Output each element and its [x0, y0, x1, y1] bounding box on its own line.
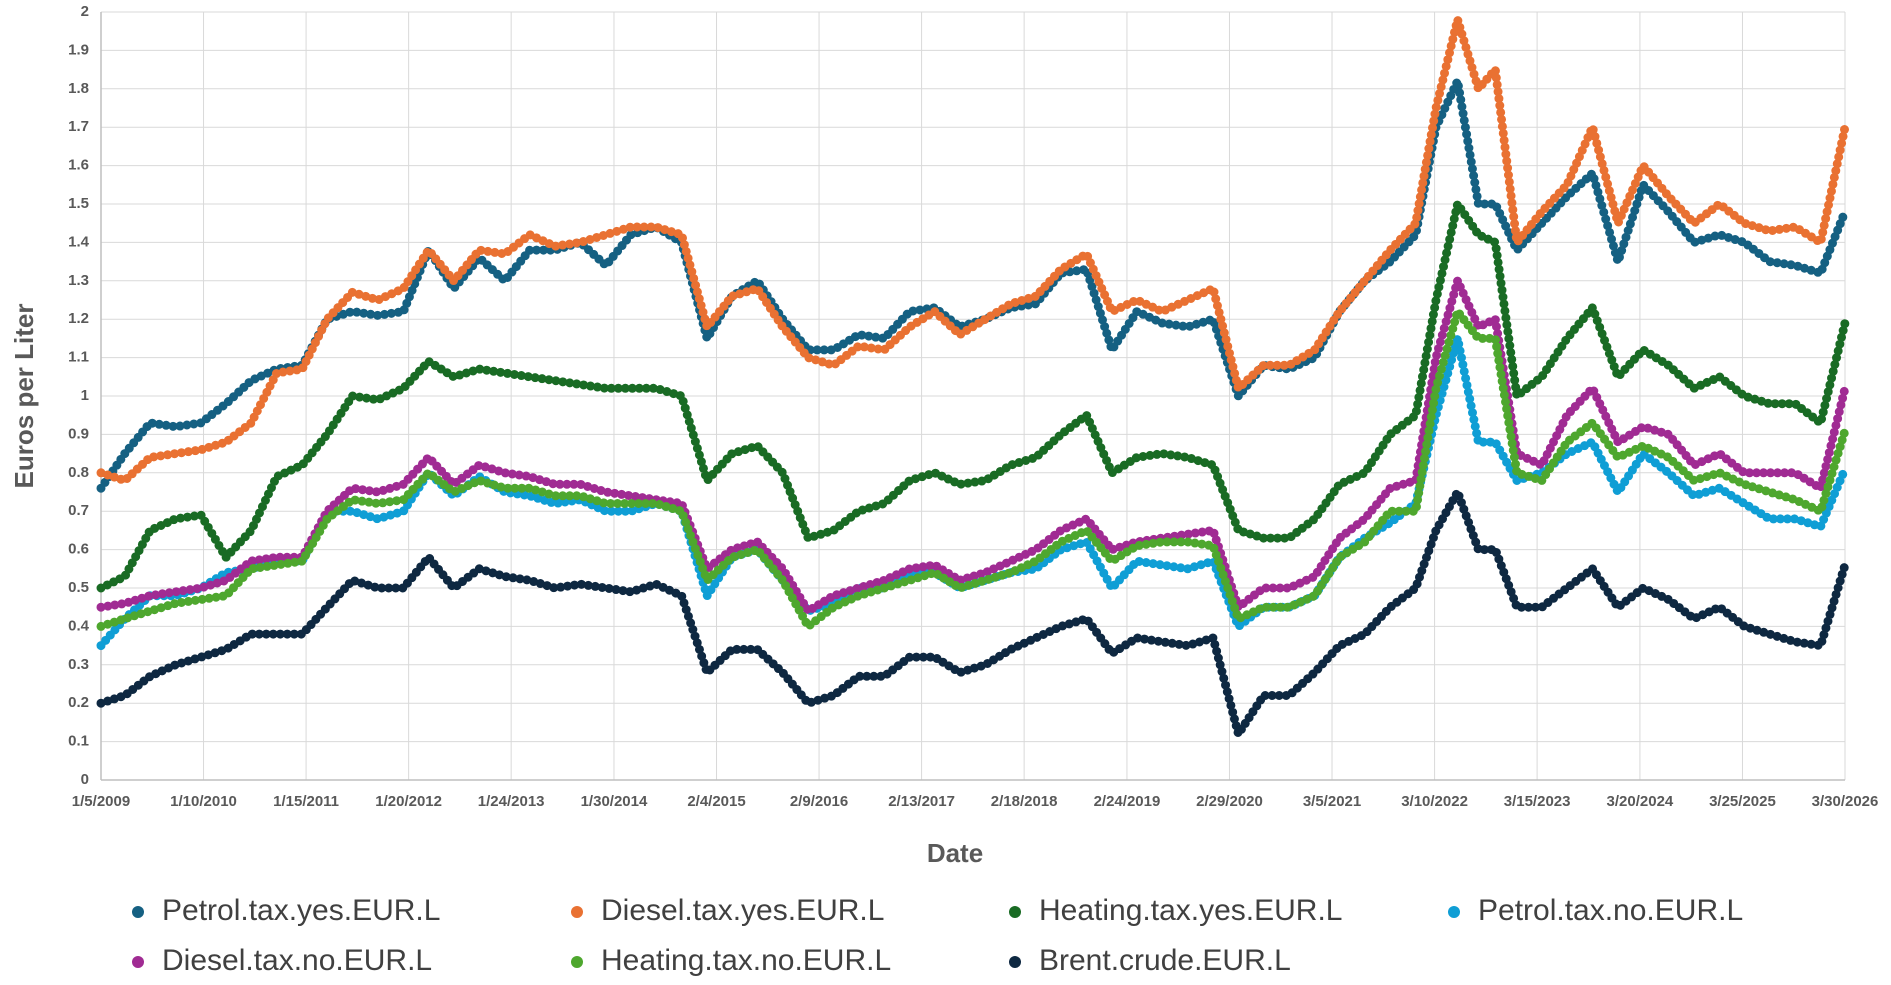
y-tick-label: 0.9 — [68, 425, 89, 442]
legend-label: Brent.crude.EUR.L — [1039, 944, 1291, 977]
y-tick-label: 1 — [81, 387, 89, 404]
y-tick-label: 0.8 — [68, 464, 89, 481]
y-tick-label: 1.2 — [68, 310, 89, 327]
y-axis-title: Euros per Liter — [9, 304, 39, 489]
x-tick-label: 3/30/2026 — [1812, 793, 1879, 810]
x-tick-label: 1/24/2013 — [478, 793, 545, 810]
legend-marker — [571, 956, 583, 968]
y-tick-label: 0.1 — [68, 733, 89, 750]
legend-marker — [1009, 956, 1021, 968]
y-tick-label: 1.9 — [68, 41, 89, 58]
y-tick-label: 0.6 — [68, 541, 89, 558]
y-tick-label: 2 — [81, 3, 89, 20]
legend-marker — [571, 906, 583, 918]
x-tick-label: 2/4/2015 — [687, 793, 745, 810]
series-dots — [96, 307, 1850, 631]
legend-marker — [132, 956, 144, 968]
x-tick-label: 3/10/2022 — [1401, 793, 1468, 810]
y-tick-label: 1.1 — [68, 349, 89, 366]
legend-label: Heating.tax.no.EUR.L — [601, 944, 891, 977]
y-tick-label: 0.7 — [68, 502, 89, 519]
legend-label: Petrol.tax.no.EUR.L — [1478, 894, 1743, 927]
legend-marker — [1009, 906, 1021, 918]
x-tick-label: 1/5/2009 — [72, 793, 130, 810]
y-tick-label: 0.3 — [68, 656, 89, 673]
x-tick-label: 2/9/2016 — [790, 793, 848, 810]
x-tick-label: 2/18/2018 — [991, 793, 1058, 810]
series-dots — [96, 487, 1850, 739]
y-tick-label: 0.2 — [68, 694, 89, 711]
x-tick-label: 3/5/2021 — [1303, 793, 1361, 810]
legend-marker — [132, 906, 144, 918]
x-tick-label: 2/13/2017 — [888, 793, 955, 810]
legend-label: Diesel.tax.yes.EUR.L — [601, 894, 884, 927]
y-tick-label: 1.4 — [68, 233, 90, 250]
legend-marker — [1448, 906, 1460, 918]
x-tick-label: 2/29/2020 — [1196, 793, 1263, 810]
x-tick-label: 1/15/2011 — [273, 793, 339, 810]
x-tick-label: 1/10/2010 — [170, 793, 237, 810]
x-tick-label: 1/30/2014 — [581, 793, 648, 810]
x-axis-title: Date — [927, 838, 983, 868]
x-tick-label: 3/25/2025 — [1709, 793, 1776, 810]
x-tick-label: 3/20/2024 — [1607, 793, 1674, 810]
legend-label: Heating.tax.yes.EUR.L — [1039, 894, 1342, 927]
legend-label: Diesel.tax.no.EUR.L — [162, 944, 432, 977]
series-dots — [96, 199, 1850, 593]
y-tick-label: 1.3 — [68, 272, 89, 289]
y-tick-label: 1.7 — [68, 118, 89, 135]
y-tick-label: 1.8 — [68, 80, 89, 97]
x-tick-label: 3/15/2023 — [1504, 793, 1571, 810]
y-tick-label: 0 — [81, 771, 89, 788]
y-tick-label: 0.4 — [68, 617, 90, 634]
y-tick-label: 0.5 — [68, 579, 89, 596]
legend-label: Petrol.tax.yes.EUR.L — [162, 894, 440, 927]
y-tick-label: 1.6 — [68, 157, 89, 174]
series-dots — [96, 276, 1850, 616]
y-tick-label: 1.5 — [68, 195, 89, 212]
series-dots — [96, 15, 1850, 485]
x-tick-label: 1/20/2012 — [375, 793, 442, 810]
x-tick-label: 2/24/2019 — [1094, 793, 1161, 810]
